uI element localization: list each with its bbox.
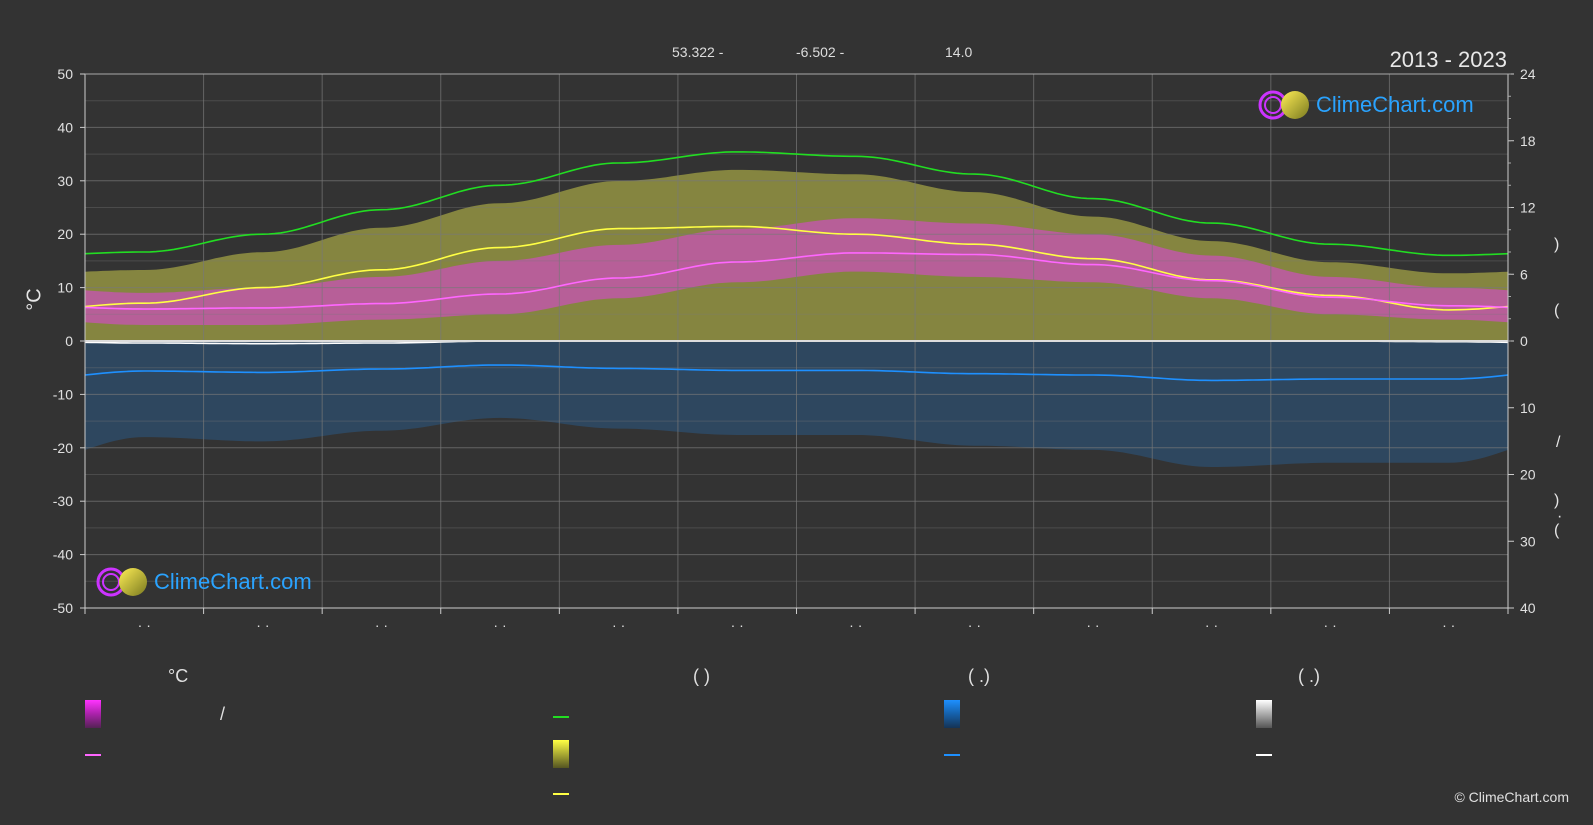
- x-tick-label: · ·: [375, 617, 388, 633]
- y-right-upper-mark-2: (: [1554, 302, 1560, 319]
- x-tick-label: · ·: [612, 617, 625, 633]
- copyright: © ClimeChart.com: [1454, 789, 1569, 805]
- y-left-tick-label: 20: [57, 226, 73, 242]
- period-label: 2013 - 2023: [1389, 47, 1507, 72]
- y-right-lower-mark-4: (: [1554, 522, 1560, 539]
- y-left-tick-label: -50: [53, 600, 73, 616]
- legend-snow-heading: ( .): [1298, 666, 1320, 686]
- sunshine-line: [84, 225, 1509, 311]
- precipitation-line: [84, 364, 1509, 382]
- x-tick-label: · ·: [968, 617, 981, 633]
- y-left-tick-label: 40: [57, 119, 73, 135]
- legend-sunshine-swatch: [553, 793, 569, 795]
- y-left-axis-label: °C: [23, 288, 46, 311]
- legend-sunshine-range-swatch: [553, 740, 569, 768]
- legend-daylight-heading: ( ): [693, 666, 710, 686]
- y-right-hours-tick-label: 12: [1520, 200, 1536, 216]
- x-tick-label: · ·: [256, 617, 269, 633]
- x-tick-label: · ·: [493, 617, 506, 633]
- y-right-precip-tick-label: 40: [1520, 600, 1536, 616]
- y-right-precip-tick-label: 20: [1520, 467, 1536, 483]
- legend-avg-temp-swatch: [85, 754, 101, 756]
- legend-daylight-swatch: [553, 716, 569, 718]
- y-right-hours-tick-label: 18: [1520, 133, 1536, 149]
- y-left-tick-label: -40: [53, 547, 73, 563]
- x-tick-label: · ·: [731, 617, 744, 633]
- legend-precip-swatch: [944, 754, 960, 756]
- y-right-lower-mark-1: /: [1556, 434, 1561, 451]
- y-left-tick-label: -10: [53, 386, 73, 402]
- climechart-logo-icon: [1258, 90, 1309, 120]
- x-tick-label: · ·: [1205, 617, 1218, 633]
- y-left-tick-label: 50: [57, 66, 73, 82]
- longitude-label: -6.502 -: [796, 44, 845, 60]
- y-right-precip-tick-label: 30: [1520, 533, 1536, 549]
- brand-name-bottom: ClimeChart.com: [154, 569, 312, 594]
- legend-precip-range-swatch: [944, 700, 960, 728]
- daylight-line: [84, 151, 1509, 257]
- y-left-tick-label: 0: [65, 333, 73, 349]
- x-tick-label: · ·: [138, 617, 151, 633]
- legend-temp-range-swatch: [85, 700, 101, 728]
- y-right-hours-tick-label: 0: [1520, 333, 1528, 349]
- ticks-layer: 50 40 30 20 10 0 -10 -20 -30 -40 -50 24 18 12 6 0 10 20 30…: [53, 66, 1536, 633]
- y-left-tick-label: -20: [53, 440, 73, 456]
- y-right-precip-tick-label: 10: [1520, 400, 1536, 416]
- y-left-tick-label: -30: [53, 493, 73, 509]
- legend-snow-range-swatch: [1256, 700, 1272, 728]
- y-right-hours-tick-label: 6: [1520, 266, 1528, 282]
- x-tick-label: · ·: [1442, 617, 1455, 633]
- lines-layer: [84, 151, 1509, 382]
- y-right-hours-tick-label: 24: [1520, 66, 1536, 82]
- climechart-logo-icon: [96, 567, 147, 597]
- x-tick-label: · ·: [849, 617, 862, 633]
- y-left-tick-label: 10: [57, 280, 73, 296]
- brand-logo-top: ClimeChart.com: [1258, 88, 1474, 122]
- brand-logo-bottom: ClimeChart.com: [96, 565, 312, 599]
- legend-temperature-heading: °C: [168, 666, 189, 686]
- legend-temp-range-text: /: [220, 704, 226, 724]
- y-right-lower-mark-3: ·: [1557, 508, 1563, 525]
- y-right-upper-mark-1: ): [1554, 236, 1560, 253]
- brand-name-top: ClimeChart.com: [1316, 92, 1474, 117]
- y-left-tick-label: 30: [57, 173, 73, 189]
- x-tick-label: · ·: [1086, 617, 1099, 633]
- legend-precip-heading: ( .): [968, 666, 990, 686]
- y-right-lower-mark-2: ): [1554, 492, 1560, 509]
- elevation-label: 14.0: [945, 44, 973, 60]
- avg-temperature-line: [84, 252, 1509, 310]
- legend-snow-swatch: [1256, 754, 1272, 756]
- latitude-label: 53.322 -: [672, 44, 724, 60]
- x-tick-label: · ·: [1324, 617, 1337, 633]
